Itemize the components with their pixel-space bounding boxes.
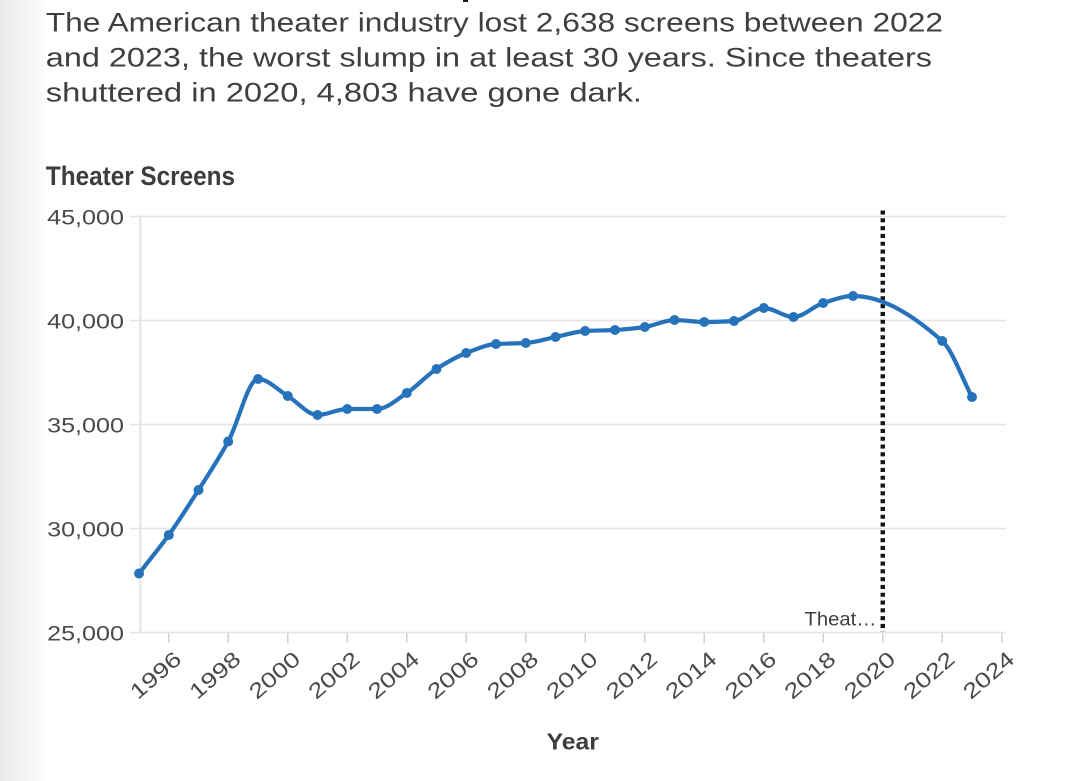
svg-text:Theat…: Theat… xyxy=(805,609,877,631)
svg-text:2002: 2002 xyxy=(304,647,365,704)
svg-text:Year: Year xyxy=(547,728,599,754)
svg-text:1996: 1996 xyxy=(125,647,186,704)
svg-text:2006: 2006 xyxy=(423,647,484,704)
svg-text:45,000: 45,000 xyxy=(47,205,124,229)
svg-text:Theater Screens: Theater Screens xyxy=(46,161,235,191)
svg-text:shuttered in 2020, 4,803 have: shuttered in 2020, 4,803 have gone dark. xyxy=(46,77,642,107)
svg-text:2010: 2010 xyxy=(542,647,603,704)
svg-text:40,000: 40,000 xyxy=(47,309,124,333)
svg-text:The American theater industry: The American theater industry lost 2,638… xyxy=(46,7,943,37)
svg-text:25,000: 25,000 xyxy=(47,621,124,645)
svg-text:2020: 2020 xyxy=(839,647,900,704)
svg-text:2004: 2004 xyxy=(363,647,424,704)
svg-text:2022: 2022 xyxy=(899,647,960,704)
svg-text:2024: 2024 xyxy=(958,647,1019,704)
svg-text:2008: 2008 xyxy=(482,647,543,704)
svg-text:2016: 2016 xyxy=(720,647,781,704)
svg-text:35,000: 35,000 xyxy=(47,413,124,437)
svg-text:2014: 2014 xyxy=(661,647,722,704)
svg-text:1998: 1998 xyxy=(185,647,246,704)
svg-text:30,000: 30,000 xyxy=(47,517,124,541)
svg-text:and 2023, the worst slump in a: and 2023, the worst slump in at least 30… xyxy=(46,42,932,72)
svg-text:2018: 2018 xyxy=(780,647,841,704)
svg-text:2012: 2012 xyxy=(601,647,662,704)
svg-text:2000: 2000 xyxy=(244,647,305,704)
